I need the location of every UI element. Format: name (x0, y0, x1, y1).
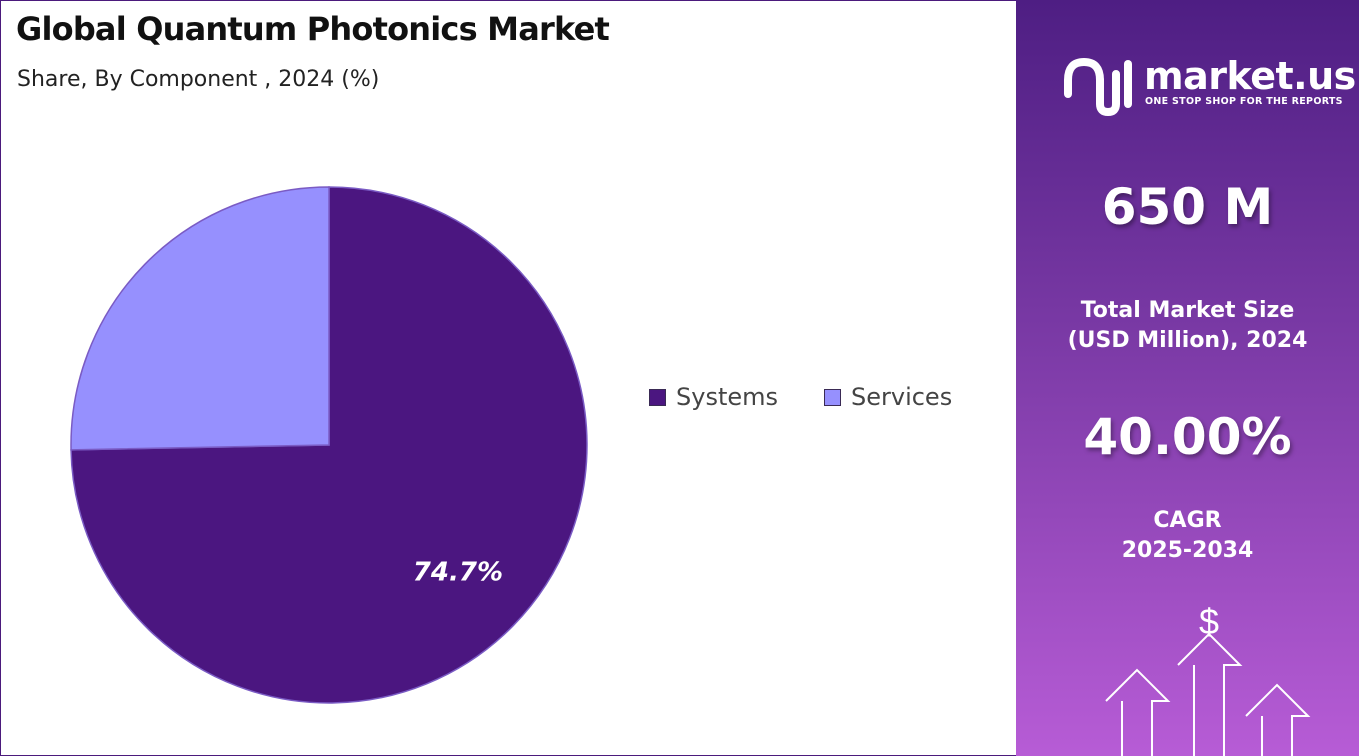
market-size-label-line2: (USD Million), 2024 (1067, 328, 1308, 353)
dollar-icon: $ (1199, 601, 1219, 642)
legend-item-services[interactable]: Services (824, 383, 952, 411)
pie-slice-systems[interactable] (70, 186, 588, 704)
brand-logo[interactable]: market.us ONE STOP SHOP FOR THE REPORTS (1062, 52, 1356, 122)
growth-arrows-icon: $ (1105, 601, 1311, 756)
pie-chart: 74.7% (70, 186, 588, 704)
chart-legend: Systems Services (649, 383, 998, 411)
chart-title: Global Quantum Photonics Market (16, 10, 610, 48)
legend-item-systems[interactable]: Systems (649, 383, 778, 411)
market-size-value: 650 M (1101, 178, 1274, 236)
legend-swatch-systems (649, 388, 666, 406)
summary-panel: market.us ONE STOP SHOP FOR THE REPORTS … (1016, 0, 1359, 756)
brand-tagline: ONE STOP SHOP FOR THE REPORTS (1145, 96, 1343, 107)
legend-label-services: Services (851, 383, 953, 411)
cagr-label-line1: CAGR (1153, 508, 1222, 533)
brand-name: market.us (1144, 54, 1356, 98)
brand-logo-icon (1064, 57, 1132, 116)
cagr-value: 40.00% (1083, 408, 1292, 466)
legend-swatch-services (824, 388, 841, 406)
legend-label-systems: Systems (676, 383, 778, 411)
market-size-label-line1: Total Market Size (1080, 298, 1295, 323)
chart-subtitle: Share, By Component , 2024 (%) (17, 67, 380, 92)
cagr-label-line2: 2025-2034 (1121, 538, 1254, 563)
data-label-systems: 74.7% (413, 557, 503, 587)
pie-slice-services[interactable] (70, 186, 330, 451)
